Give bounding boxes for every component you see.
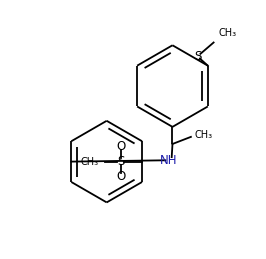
Text: S: S xyxy=(194,50,202,63)
Text: O: O xyxy=(116,170,126,183)
Text: NH: NH xyxy=(160,154,177,167)
Text: CH₃: CH₃ xyxy=(195,130,213,140)
Text: CH₃: CH₃ xyxy=(80,157,99,167)
Text: S: S xyxy=(117,155,125,168)
Text: CH₃: CH₃ xyxy=(219,28,237,38)
Text: O: O xyxy=(116,140,126,153)
